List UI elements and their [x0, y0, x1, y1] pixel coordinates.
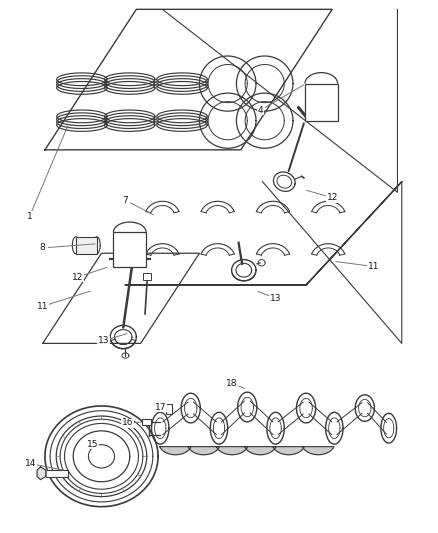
- Text: 8: 8: [40, 244, 46, 253]
- Polygon shape: [160, 447, 191, 455]
- Text: 12: 12: [72, 272, 83, 281]
- Polygon shape: [216, 447, 248, 455]
- Text: 13: 13: [98, 336, 110, 345]
- Bar: [76, 237, 97, 254]
- Text: 1: 1: [27, 212, 32, 221]
- Bar: [305, 84, 338, 120]
- Text: 7: 7: [123, 196, 128, 205]
- Text: 4: 4: [258, 106, 263, 115]
- Text: 14: 14: [25, 459, 37, 469]
- Bar: [113, 232, 146, 266]
- Text: 18: 18: [226, 378, 238, 387]
- Bar: [46, 470, 67, 477]
- Polygon shape: [37, 467, 46, 480]
- Bar: [143, 273, 151, 280]
- Polygon shape: [244, 447, 276, 455]
- Polygon shape: [303, 447, 334, 455]
- Text: 12: 12: [326, 193, 338, 202]
- Polygon shape: [273, 447, 304, 455]
- Polygon shape: [188, 447, 219, 455]
- Bar: [141, 419, 151, 424]
- Text: 16: 16: [122, 418, 133, 427]
- Text: 15: 15: [87, 440, 99, 449]
- Text: 13: 13: [270, 294, 281, 303]
- Text: 11: 11: [368, 262, 379, 271]
- Text: 17: 17: [155, 402, 166, 411]
- Text: 11: 11: [37, 302, 49, 311]
- Bar: [166, 405, 172, 414]
